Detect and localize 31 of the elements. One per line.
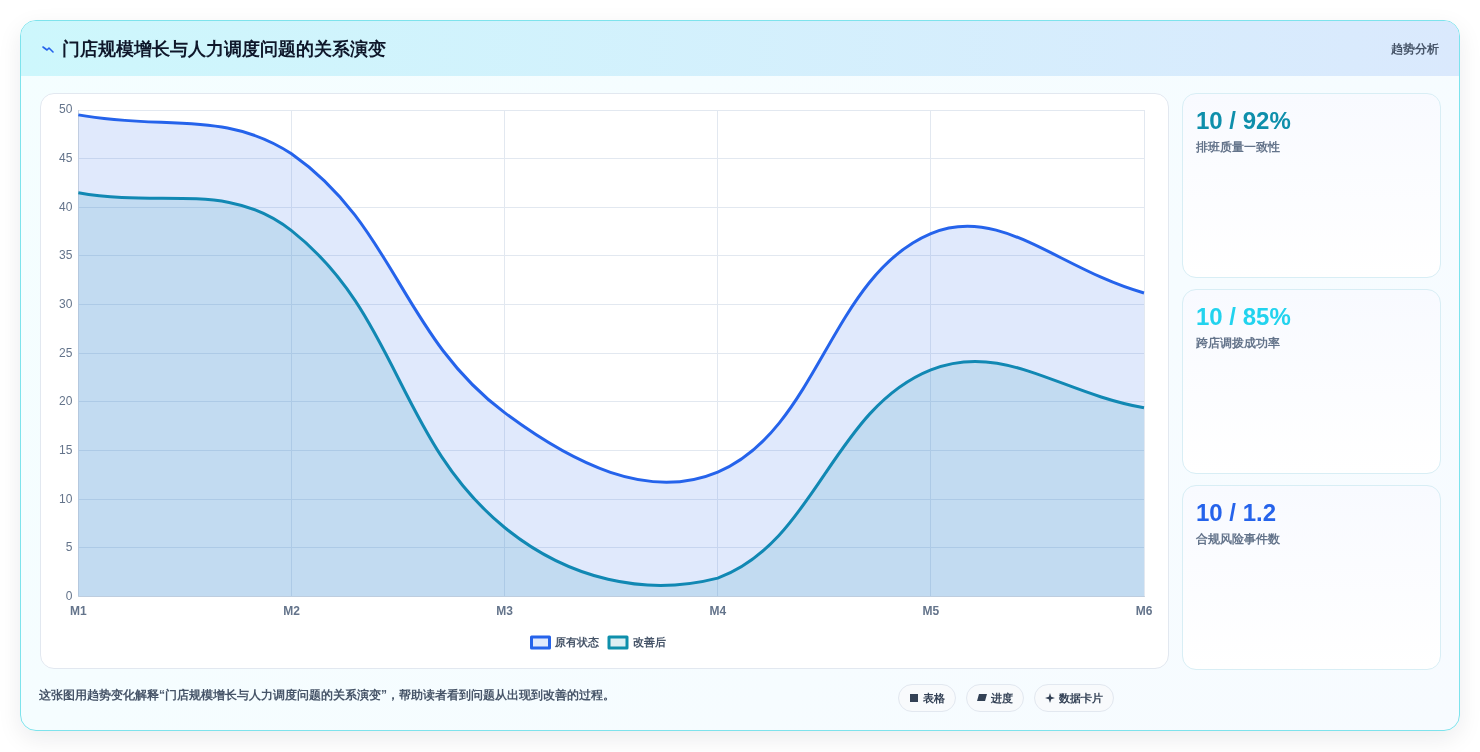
text: 表格 xyxy=(923,690,945,706)
x-tick-label: M5 xyxy=(922,604,940,619)
text: 跨店调拨成功率 xyxy=(1196,335,1280,351)
y-tick-label: 45 xyxy=(58,150,73,165)
text: 排班质量一致性 xyxy=(1196,139,1280,155)
y-tick-label: 15 xyxy=(58,442,73,457)
y-tick-label: 0 xyxy=(65,588,73,603)
x-tick-label: M2 xyxy=(283,604,301,619)
text: 10 / 92% xyxy=(1196,107,1291,135)
y-tick-label: 30 xyxy=(58,296,73,311)
text: 这张图用趋势变化解释“门店规模增长与人力调度问题的关系演变”，帮助读者看到问题从出现到改善的过程。 xyxy=(39,687,615,703)
x-tick-label: M3 xyxy=(496,604,514,619)
y-tick-label: 50 xyxy=(58,102,73,117)
y-tick-label: 10 xyxy=(58,491,73,506)
text: 趋势分析 xyxy=(1391,41,1439,57)
text: 10 / 85% xyxy=(1196,303,1291,331)
y-tick-label: 35 xyxy=(58,248,73,263)
legend-label: 原有状态 xyxy=(554,635,600,648)
chart-title: 门店规模增长与人力调度问题的关系演变 xyxy=(62,38,386,61)
y-tick-label: 40 xyxy=(58,199,73,214)
y-tick-label: 25 xyxy=(58,345,73,360)
text: 数据卡片 xyxy=(1059,690,1103,706)
x-tick-label: M6 xyxy=(1135,604,1153,619)
legend-label: 改善后 xyxy=(632,635,666,648)
text: 进度 xyxy=(991,690,1013,706)
text: 合规风险事件数 xyxy=(1196,531,1280,547)
y-tick-label: 5 xyxy=(65,540,73,555)
x-tick-label: M1 xyxy=(70,604,88,619)
text: 10 / 1.2 xyxy=(1196,499,1277,527)
x-tick-label: M4 xyxy=(709,604,727,619)
y-tick-label: 20 xyxy=(58,394,73,409)
